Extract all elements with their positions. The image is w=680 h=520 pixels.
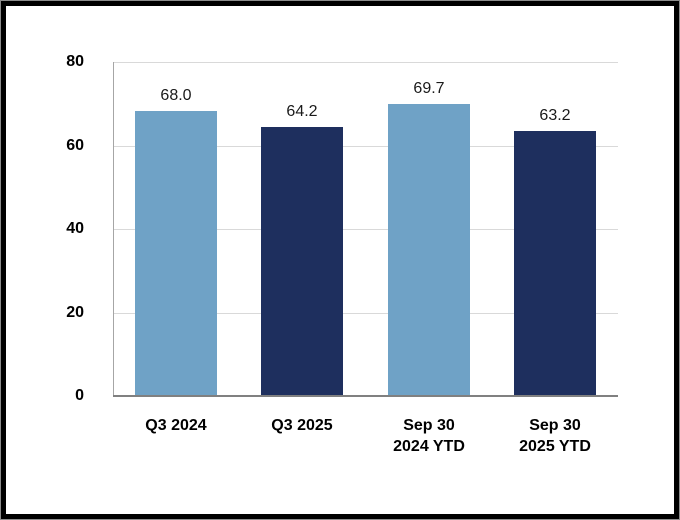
gridline — [113, 313, 618, 314]
bar-value-label: 63.2 — [539, 107, 571, 124]
y-tick-label: 0 — [75, 387, 84, 404]
y-tick-label: 60 — [66, 137, 84, 154]
bar — [388, 104, 470, 395]
x-category-label: Sep 30 2024 YTD — [393, 417, 465, 455]
bar-value-label: 69.7 — [413, 80, 445, 97]
bar — [261, 127, 343, 395]
bar — [135, 111, 217, 395]
x-category-label: Sep 30 2025 YTD — [519, 417, 591, 455]
y-tick-label: 40 — [66, 220, 84, 237]
x-axis-line — [113, 395, 618, 397]
bar — [514, 131, 596, 395]
y-tick-label: 80 — [66, 53, 84, 70]
y-axis-line — [113, 62, 114, 396]
y-tick-label: 20 — [66, 304, 84, 321]
gridline — [113, 146, 618, 147]
x-category-label: Q3 2024 — [145, 417, 207, 434]
x-category-label: Q3 2025 — [271, 417, 333, 434]
gridline — [113, 62, 618, 63]
bar-chart: 0 20 40 60 80 68.0 Q3 2024 64.2 Q3 2025 69.7 Sep 3… — [6, 6, 674, 514]
bar-value-label: 64.2 — [286, 103, 318, 120]
gridline — [113, 229, 618, 230]
bar-value-label: 68.0 — [160, 87, 192, 104]
